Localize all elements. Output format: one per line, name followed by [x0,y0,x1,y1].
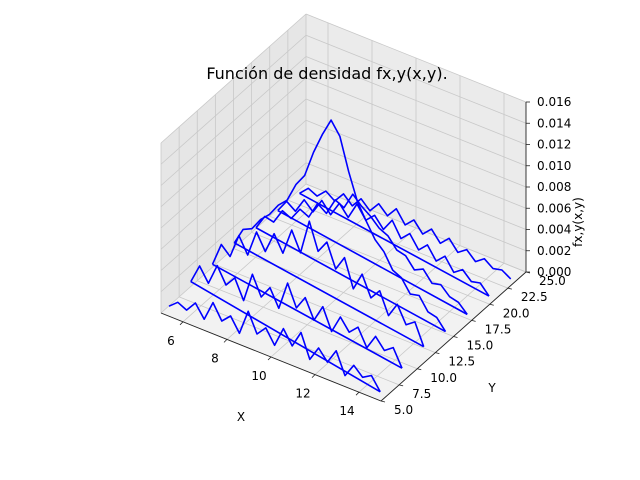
grid-z-side [160,77,307,208]
x-tick-mark [223,339,228,343]
series-connector [255,227,446,333]
x-tick-mark [311,374,316,378]
z-axis-label: fx,y(x,y) [571,197,585,247]
y-tick-mark [489,303,494,306]
y-tick-mark [380,400,386,403]
grid-y-floor [287,199,509,289]
y-tick-label: 5.0 [394,403,413,417]
x-tick-label: 14 [339,404,354,418]
series-connector [233,242,425,348]
y-tick-label: 7.5 [412,387,431,401]
grid-z-back [305,34,527,124]
y-tick-label: 12.5 [448,355,475,369]
series-connector [277,209,468,316]
grid-z-back [305,141,527,230]
tick-labels: 6 8 10 12 14 5.0 7.5 10.0 12.5 15.0 17.5 20.0 22.5 25… [167,95,571,418]
y-tick-label: 20.0 [503,306,530,320]
x-tick-mark [267,356,272,361]
x-tick-label: 8 [211,351,219,365]
z-tick-label: 0.010 [537,159,571,173]
grid-z-back [305,56,527,145]
y-tick-mark [471,319,476,322]
y-tick-label: 22.5 [521,290,548,304]
y-tick-label: 15.0 [467,339,494,353]
y-tick-mark [399,384,404,387]
series-connector [212,263,403,369]
z-tick-label: 0.008 [537,180,571,194]
x-tick-label: 12 [295,387,310,401]
x-tick-label: 6 [167,334,175,348]
z-tick-label: 0.016 [537,95,571,109]
y-tick-mark [435,352,440,355]
z-tick-label: 0.000 [537,265,571,279]
series-line-y-2 [211,220,425,347]
y-axis-label: Y [487,381,496,395]
series-line-y-3 [233,119,447,333]
grid-z-back [305,77,527,167]
y-tick-mark [453,336,458,338]
x-axis-label: X [237,410,245,424]
z-tick-label: 0.004 [537,223,571,237]
grid-z-back [305,183,527,273]
y-tick-label: 10.0 [430,371,457,385]
x-tick-mark [179,321,184,326]
series-connector [299,192,490,297]
series-line-y-5 [277,199,490,297]
series-connector [190,280,381,393]
series-line-y-6 [299,187,512,280]
y-tick-mark [507,287,512,290]
grid-y-floor [197,280,418,370]
grid-z-side [160,13,307,144]
y-tick-label: 25.0 [539,274,566,288]
grid-z-back [305,119,527,209]
series-line-y-0 [168,301,381,393]
series-line-y-1 [190,264,403,369]
z-tick-label: 0.002 [537,244,571,258]
grid-z-back [305,162,527,252]
axis-lines [160,101,531,403]
y-tick-label: 17.5 [485,322,512,336]
grid-z-side [160,119,307,250]
grid-z-side [160,162,307,293]
z-tick-label: 0.012 [537,138,571,152]
grid-y-floor [215,264,436,353]
grid-z-side [160,34,307,165]
grid-z-back [305,13,527,103]
chart-title: Función de densidad fx,y(x,y). [206,64,447,83]
grid-z-side [160,98,307,229]
x-tick-mark [355,391,360,396]
data-series [168,119,512,393]
z-tick-label: 0.006 [537,201,571,215]
y-tick-mark [417,368,422,371]
z-tick-label: 0.014 [537,116,571,130]
grid-z-side [160,141,307,271]
grid-z-back [305,98,527,188]
x-tick-label: 10 [251,369,266,383]
grid-z-side [160,56,307,186]
